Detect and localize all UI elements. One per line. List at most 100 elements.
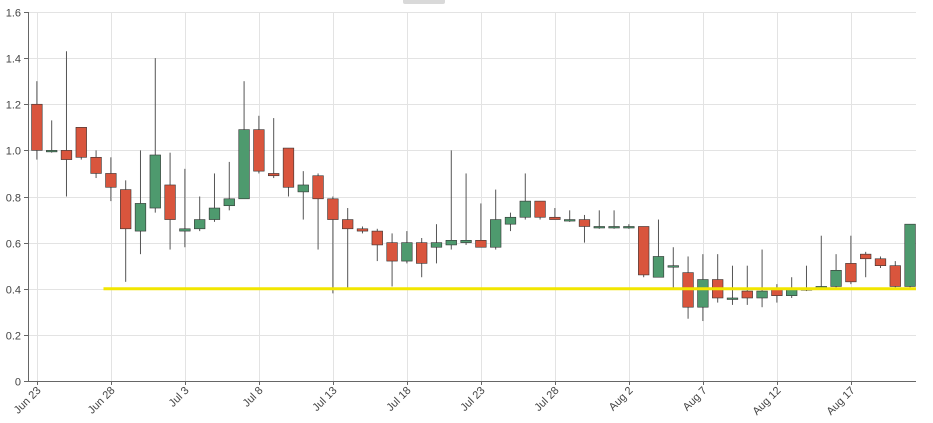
candle-body (667, 265, 679, 268)
candle (904, 223, 916, 289)
candle (238, 81, 250, 200)
candle-body (268, 173, 280, 177)
candle-body (164, 184, 176, 220)
candle-body (416, 242, 428, 264)
x-axis-ticks: Jun 23 Jun 28 Jul 3 Jul 8 Jul 13 Jul 18 Jul 23… (12, 381, 858, 418)
candle (31, 81, 43, 160)
candle (667, 247, 679, 289)
top-scroll-tab[interactable] (403, 0, 445, 4)
candle (208, 173, 221, 222)
candle (253, 115, 265, 174)
candle-body (401, 242, 413, 262)
candle (519, 173, 531, 220)
candle (312, 173, 324, 250)
candle (282, 147, 295, 197)
candle-body (31, 103, 43, 151)
candle (771, 284, 783, 303)
y-tick-label: 1.6 (6, 8, 21, 20)
candle (327, 196, 339, 294)
candle (712, 254, 724, 303)
y-tick-label: 0.6 (6, 239, 21, 251)
candle-body (623, 226, 635, 229)
candle (120, 180, 132, 282)
candle-body (741, 290, 753, 299)
candle (549, 208, 561, 220)
candle-body (90, 156, 102, 174)
candle-body (475, 240, 487, 248)
candle-body (889, 265, 901, 287)
candle (105, 157, 117, 202)
candle-body (445, 240, 457, 246)
candle-body (342, 219, 354, 230)
candle (164, 152, 176, 250)
candle (386, 233, 398, 287)
x-tick-label: Jul 18 (384, 385, 413, 414)
y-tick-label: 1.4 (6, 54, 21, 66)
candle (416, 238, 428, 278)
candle-body (504, 216, 517, 225)
candle-body (860, 253, 872, 260)
candle-body (460, 240, 472, 243)
candle-body (904, 223, 916, 287)
candle (134, 150, 147, 255)
candle (608, 210, 620, 229)
candle-body (549, 216, 561, 220)
candle (830, 254, 842, 289)
candle-body (756, 290, 768, 299)
candle-body (75, 127, 87, 158)
candle-body (371, 230, 383, 246)
x-tick-label: Jun 23 (12, 385, 44, 417)
candle (342, 208, 354, 289)
y-tick-label: 0 (15, 377, 21, 389)
x-tick-label: Aug 7 (681, 385, 710, 414)
candle (578, 214, 591, 243)
candle (371, 228, 383, 262)
candle (756, 249, 768, 308)
candle-body (253, 129, 265, 172)
candle (149, 58, 161, 213)
y-tick-label: 0.4 (6, 285, 21, 297)
candle-body (208, 207, 221, 220)
candle (297, 171, 309, 220)
candle (90, 150, 102, 179)
candle (741, 265, 753, 305)
candle (194, 196, 206, 232)
candle-body (238, 129, 250, 200)
candle-body (134, 203, 147, 232)
candle (60, 51, 73, 197)
candle (845, 235, 857, 285)
candle-body (830, 269, 842, 287)
candle-body (593, 226, 605, 229)
candle (874, 256, 887, 268)
candle-body (46, 150, 58, 153)
candle-body (652, 256, 665, 278)
candle-body (327, 198, 339, 220)
candle (593, 210, 605, 229)
candle (445, 150, 457, 250)
candle (623, 224, 635, 229)
y-tick-label: 0.2 (6, 331, 21, 343)
candle (356, 226, 369, 234)
x-tick-label: Aug 2 (607, 385, 636, 414)
y-tick-label: 1.0 (6, 146, 21, 158)
candle-body (60, 150, 73, 160)
candle-body (534, 200, 546, 218)
candle (75, 127, 87, 160)
candle-body (297, 184, 309, 193)
candle-body (356, 228, 369, 232)
candle-body (845, 263, 857, 283)
y-tick-label: 0.8 (6, 193, 21, 205)
x-tick-label: Jul 3 (167, 385, 192, 410)
x-tick-label: Jul 23 (458, 385, 487, 414)
candle (401, 231, 413, 264)
candle-body (282, 147, 295, 188)
candle (564, 210, 576, 222)
candle (860, 251, 872, 278)
y-tick-label: 1.2 (6, 100, 21, 112)
candles (31, 51, 916, 322)
candle (46, 120, 58, 153)
x-tick-label: Jun 28 (86, 385, 118, 417)
x-tick-label: Aug 12 (750, 385, 783, 418)
candle-body (105, 173, 117, 188)
